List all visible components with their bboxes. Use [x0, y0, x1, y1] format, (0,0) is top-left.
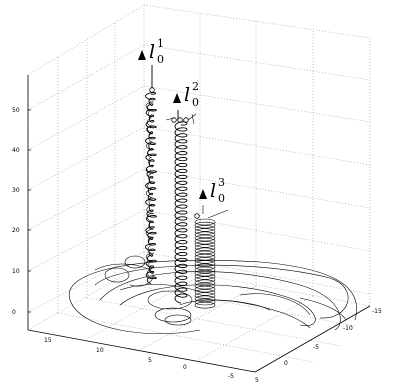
series-label-3: l 3 0 [199, 176, 225, 205]
floor-loop [99, 271, 341, 331]
series-2-marker [177, 117, 183, 123]
floor-loop [104, 267, 130, 283]
floor-loop [94, 264, 349, 319]
floor-loop [69, 299, 201, 335]
series-label-1-name: l [149, 41, 155, 63]
series-label-2-name: l [184, 84, 190, 106]
x-tick-label: 10 [96, 347, 104, 354]
series-1-coil-inner [145, 101, 155, 277]
z-tick-label: 30 [12, 187, 20, 194]
y-tick-label: -10 [343, 325, 353, 332]
x-tick-label: 15 [44, 337, 52, 344]
floor-loop [68, 260, 357, 321]
floor-loop [154, 307, 192, 323]
y-axis-ticks: 5 0 -5 -10 -15 [255, 308, 382, 384]
floor-loop [124, 255, 146, 269]
axes [27, 75, 371, 373]
floor-loop [164, 314, 192, 326]
series-label-1-sup: 1 [157, 37, 164, 50]
arrow-up-icon [173, 93, 181, 103]
floor-loop [119, 284, 316, 326]
floor-loop [299, 297, 347, 321]
series-label-1-sub: 0 [157, 53, 164, 66]
series-2-coil [174, 121, 188, 304]
floor-loop [94, 263, 154, 287]
y-tick-label: 0 [284, 360, 288, 367]
floor-loop [119, 284, 201, 293]
z-tick-label: 10 [12, 268, 20, 275]
floor-loop [239, 293, 311, 316]
x-tick-label: 5 [148, 357, 152, 364]
grid-lines [27, 4, 371, 363]
arrow-up-icon [138, 50, 146, 60]
y-tick-label: 5 [255, 377, 259, 384]
trajectory-curves [68, 65, 357, 335]
z-tick-label: 40 [12, 147, 20, 154]
series-label-2-sup: 2 [192, 80, 199, 93]
series-2-marker [171, 117, 177, 123]
x-tick-label: 0 [183, 364, 187, 371]
series-label-2: l 2 0 [173, 80, 199, 109]
series-1-coil [145, 92, 158, 285]
series-label-1: l 1 0 [138, 37, 164, 66]
floor-loop [147, 290, 193, 310]
z-tick-label: 20 [12, 227, 20, 234]
series-label-3-sup: 3 [218, 176, 225, 189]
z-axis-ticks: 0 10 20 30 40 50 [12, 107, 31, 316]
series-labels: l 1 0 l 2 0 l 3 0 [138, 37, 225, 205]
arrow-up-icon [199, 189, 207, 199]
series-label-2-sub: 0 [192, 96, 199, 109]
series-1-start-marker [149, 87, 155, 93]
floor-loop [209, 299, 311, 329]
series-3-start-marker [194, 213, 200, 219]
series-label-3-sub: 0 [218, 192, 225, 205]
series-3-coil [194, 218, 216, 309]
z-tick-label: 0 [12, 309, 16, 316]
x-axis-ticks: 15 10 5 0 -5 [44, 337, 234, 380]
y-tick-label: -15 [372, 308, 382, 315]
series-2-tips [165, 113, 197, 125]
z-tick-label: 50 [12, 107, 20, 114]
y-tick-label: -5 [313, 344, 319, 351]
series-3-tips [202, 205, 229, 219]
series-label-3-name: l [210, 180, 216, 202]
series-2-marker [183, 117, 189, 123]
floor-loop [179, 299, 271, 311]
x-tick-label: -5 [228, 373, 234, 380]
